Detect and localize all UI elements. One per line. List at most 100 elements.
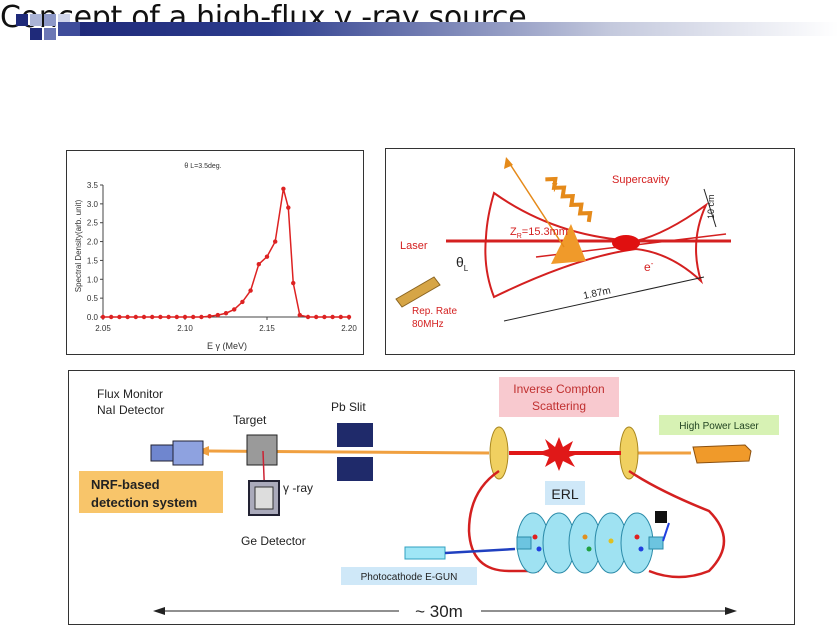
data-point [232, 307, 237, 312]
cavity-outline [484, 191, 709, 299]
collision-burst-icon [537, 437, 581, 471]
nrf-label-bg [79, 471, 223, 513]
rep-rate-label-2: 80MHz [412, 319, 444, 330]
spectrum-chart-svg: θ L=3.5deg. Spectral Density(arb. unit) … [74, 163, 357, 351]
egun-label: Photocathode E-GUN [361, 572, 458, 583]
flux-monitor-label-1: Flux Monitor [97, 387, 163, 401]
header-bar [0, 14, 839, 42]
data-point [109, 314, 114, 320]
erl-label: ERL [551, 486, 578, 502]
length-arrowhead-right [725, 607, 737, 615]
data-point [191, 314, 196, 320]
data-point [248, 288, 253, 293]
data-point [240, 299, 245, 305]
data-point [281, 186, 286, 191]
data-point [117, 314, 122, 320]
nrf-label-1: NRF-based [91, 477, 160, 492]
gamma-arrowhead [504, 157, 513, 169]
chart-ylabel: Spectral Density(arb. unit) [74, 199, 83, 292]
x-tick-label: 2.05 [95, 324, 111, 333]
y-tick-label: 0.5 [87, 294, 99, 303]
length-label: ~ 30m [415, 602, 463, 621]
height-label: 10 cm [706, 194, 716, 219]
pb-slit-bottom [337, 457, 373, 481]
erl-loop [467, 469, 539, 573]
nai-detector [150, 444, 174, 462]
data-point [166, 314, 171, 320]
electron-bunch [612, 235, 640, 251]
high-power-laser-icon [692, 444, 752, 464]
gamma-arrow [507, 160, 565, 248]
distance-label: 1.87m [582, 285, 611, 302]
x-tick-label: 2.20 [341, 324, 357, 333]
data-point [215, 312, 220, 318]
flux-monitor-label-2: NaI Detector [97, 403, 164, 417]
electron-label: e- [644, 259, 654, 274]
y-tick-label: 0.0 [87, 313, 99, 322]
x-tick-label: 2.10 [177, 324, 193, 333]
laser-source-icon [395, 276, 441, 308]
length-arrowhead-left [153, 607, 165, 615]
y-tick-label: 1.0 [87, 275, 99, 284]
egun-label-bg [341, 567, 477, 585]
y-tick-label: 3.5 [87, 181, 99, 190]
accelerator-cavities [516, 512, 664, 574]
data-point [182, 314, 188, 320]
gamma-ray-label: γ -ray [283, 481, 313, 495]
ge-detector-inner [254, 486, 274, 510]
series-line [103, 188, 349, 318]
data-point [322, 314, 327, 320]
egun-source [404, 546, 446, 560]
left-mirror [489, 426, 509, 480]
high-power-laser-label-bg [659, 415, 779, 435]
target-label: Target [233, 413, 267, 427]
data-point [199, 314, 204, 320]
data-point [297, 312, 302, 318]
nai-detector-head [172, 440, 204, 466]
zr-label: ZR=15.3mm [510, 226, 568, 240]
pb-slit-top [337, 423, 373, 447]
chart-xlabel: E γ (MeV) [207, 341, 247, 351]
compton-label-1: Inverse Compton [513, 382, 604, 396]
data-point [291, 280, 296, 286]
erl-label-bg [545, 481, 585, 505]
distance-arrow [503, 276, 705, 322]
chart-title: θ L=3.5deg. [184, 163, 221, 170]
supercavity-diagram: γ Supercavity ZR=15.3mm Laser θL e- 1.87… [385, 148, 795, 355]
target-block [246, 434, 278, 466]
data-point [305, 314, 311, 320]
data-point [330, 314, 335, 320]
data-point [286, 205, 291, 210]
y-tick-label: 2.0 [87, 238, 99, 247]
data-point [273, 239, 278, 244]
x-tick-label: 2.15 [259, 324, 275, 333]
data-point [346, 314, 352, 320]
pb-slit-label: Pb Slit [331, 400, 366, 414]
dump-line [662, 522, 670, 542]
chart-axes [102, 185, 349, 318]
theta-label: θL [456, 254, 469, 273]
data-point [100, 314, 106, 320]
data-point [141, 314, 147, 320]
y-tick-label: 2.5 [87, 219, 99, 228]
data-point [207, 314, 212, 319]
data-point [150, 314, 155, 320]
compton-label-2: Scattering [532, 399, 586, 413]
data-point [133, 314, 138, 320]
egun-line [444, 547, 516, 555]
high-power-laser-label: High Power Laser [679, 421, 759, 432]
gamma-cone [551, 224, 586, 264]
gamma-wave-icon [545, 176, 593, 223]
y-tick-label: 1.5 [87, 256, 99, 265]
erl-loop-right [628, 469, 726, 579]
spectrum-chart: θ L=3.5deg. Spectral Density(arb. unit) … [66, 150, 364, 355]
data-point [125, 314, 130, 320]
ge-detector-label: Ge Detector [241, 534, 306, 548]
rep-rate-label-1: Rep. Rate [412, 306, 457, 317]
nrf-label-2: detection system [91, 495, 197, 510]
data-point [264, 254, 270, 259]
erl-setup-diagram: Flux Monitor NaI Detector Target Pb Slit… [68, 370, 795, 625]
beam-dump [655, 511, 667, 523]
data-point [223, 311, 229, 316]
header-gradient [16, 14, 839, 40]
